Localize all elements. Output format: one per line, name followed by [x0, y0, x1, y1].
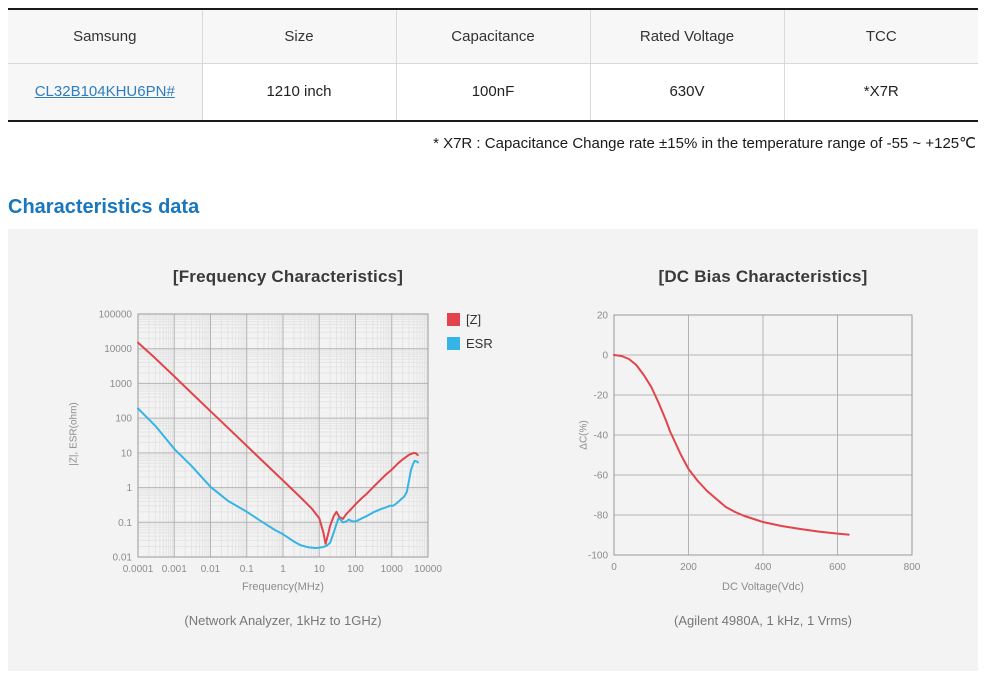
svg-text:1000: 1000	[110, 379, 133, 390]
svg-text:-100: -100	[588, 551, 608, 562]
svg-text:10: 10	[121, 448, 133, 459]
frequency-chart-xlabel: Frequency(MHz)	[242, 581, 324, 593]
svg-text:0.0001: 0.0001	[123, 564, 154, 575]
dc-bias-chart-ylabel: ΔC(%)	[578, 420, 590, 450]
svg-text:10000: 10000	[104, 344, 132, 355]
size-cell: 1210 inch	[202, 63, 397, 121]
characteristics-panel: [Frequency Characteristics] 0.0001 0.001 0…	[8, 229, 978, 671]
svg-text:1000: 1000	[381, 564, 404, 575]
legend-item-esr: ESR	[447, 336, 493, 351]
x7r-footnote: * X7R : Capacitance Change rate ±15% in …	[433, 135, 976, 152]
svg-text:100: 100	[115, 414, 132, 425]
svg-text:800: 800	[904, 562, 921, 573]
spec-table: Samsung Size Capacitance Rated Voltage T…	[8, 8, 978, 122]
column-header-samsung: Samsung	[8, 9, 203, 64]
svg-text:0: 0	[602, 351, 608, 362]
svg-text:100: 100	[347, 564, 364, 575]
svg-text:10: 10	[314, 564, 326, 575]
page-title: Characteristics data	[8, 196, 200, 218]
rated-voltage-cell: 630V	[590, 63, 785, 121]
svg-text:-60: -60	[594, 471, 609, 482]
column-header-tcc: TCC	[784, 9, 978, 64]
svg-text:-40: -40	[594, 431, 609, 442]
svg-text:0.1: 0.1	[240, 564, 254, 575]
part-number-cell: CL32B104KHU6PN#	[8, 63, 203, 121]
dc-bias-chart-caption: (Agilent 4980A, 1 kHz, 1 Vrms)	[674, 613, 852, 628]
spec-table-header-row: Samsung Size Capacitance Rated Voltage T…	[8, 9, 978, 64]
tcc-cell: *X7R	[784, 63, 978, 121]
svg-text:600: 600	[829, 562, 846, 573]
dc-bias-chart-xlabel: DC Voltage(Vdc)	[722, 581, 804, 593]
svg-text:0.01: 0.01	[201, 564, 221, 575]
dc-bias-chart-title: [DC Bias Characteristics]	[658, 267, 868, 286]
frequency-chart-caption: (Network Analyzer, 1kHz to 1GHz)	[184, 613, 382, 628]
svg-text:-80: -80	[594, 511, 609, 522]
part-number-link[interactable]: CL32B104KHU6PN#	[34, 83, 175, 101]
svg-text:0.01: 0.01	[113, 553, 133, 564]
z-series-swatch	[447, 313, 460, 326]
capacitance-cell: 100nF	[396, 63, 591, 121]
svg-text:0.001: 0.001	[162, 564, 187, 575]
svg-text:0.1: 0.1	[118, 518, 132, 529]
svg-text:-20: -20	[594, 391, 609, 402]
svg-text:1: 1	[126, 483, 132, 494]
svg-text:100000: 100000	[99, 310, 133, 321]
column-header-size: Size	[202, 9, 397, 64]
frequency-chart-title: [Frequency Characteristics]	[172, 267, 404, 286]
column-header-rated-voltage: Rated Voltage	[590, 9, 785, 64]
svg-text:0: 0	[611, 562, 617, 573]
svg-text:400: 400	[755, 562, 772, 573]
frequency-chart-legend: [Z] ESR	[447, 312, 493, 351]
table-row: CL32B104KHU6PN# 1210 inch 100nF 630V *X7…	[8, 63, 978, 121]
frequency-chart-plot: 0.0001 0.001 0.01 0.1 1 10 100 1000 10000 0.01 0.1…	[99, 310, 443, 576]
svg-text:200: 200	[680, 562, 697, 573]
legend-item-z: [Z]	[447, 312, 493, 327]
svg-text:20: 20	[597, 311, 609, 322]
frequency-chart-ylabel: |Z|, ESR(ohm)	[68, 402, 80, 466]
esr-series-swatch	[447, 337, 460, 350]
z-series-label: [Z]	[466, 312, 482, 327]
svg-text:1: 1	[280, 564, 286, 575]
esr-series-label: ESR	[466, 336, 493, 351]
column-header-capacitance: Capacitance	[396, 9, 591, 64]
svg-text:10000: 10000	[414, 564, 442, 575]
